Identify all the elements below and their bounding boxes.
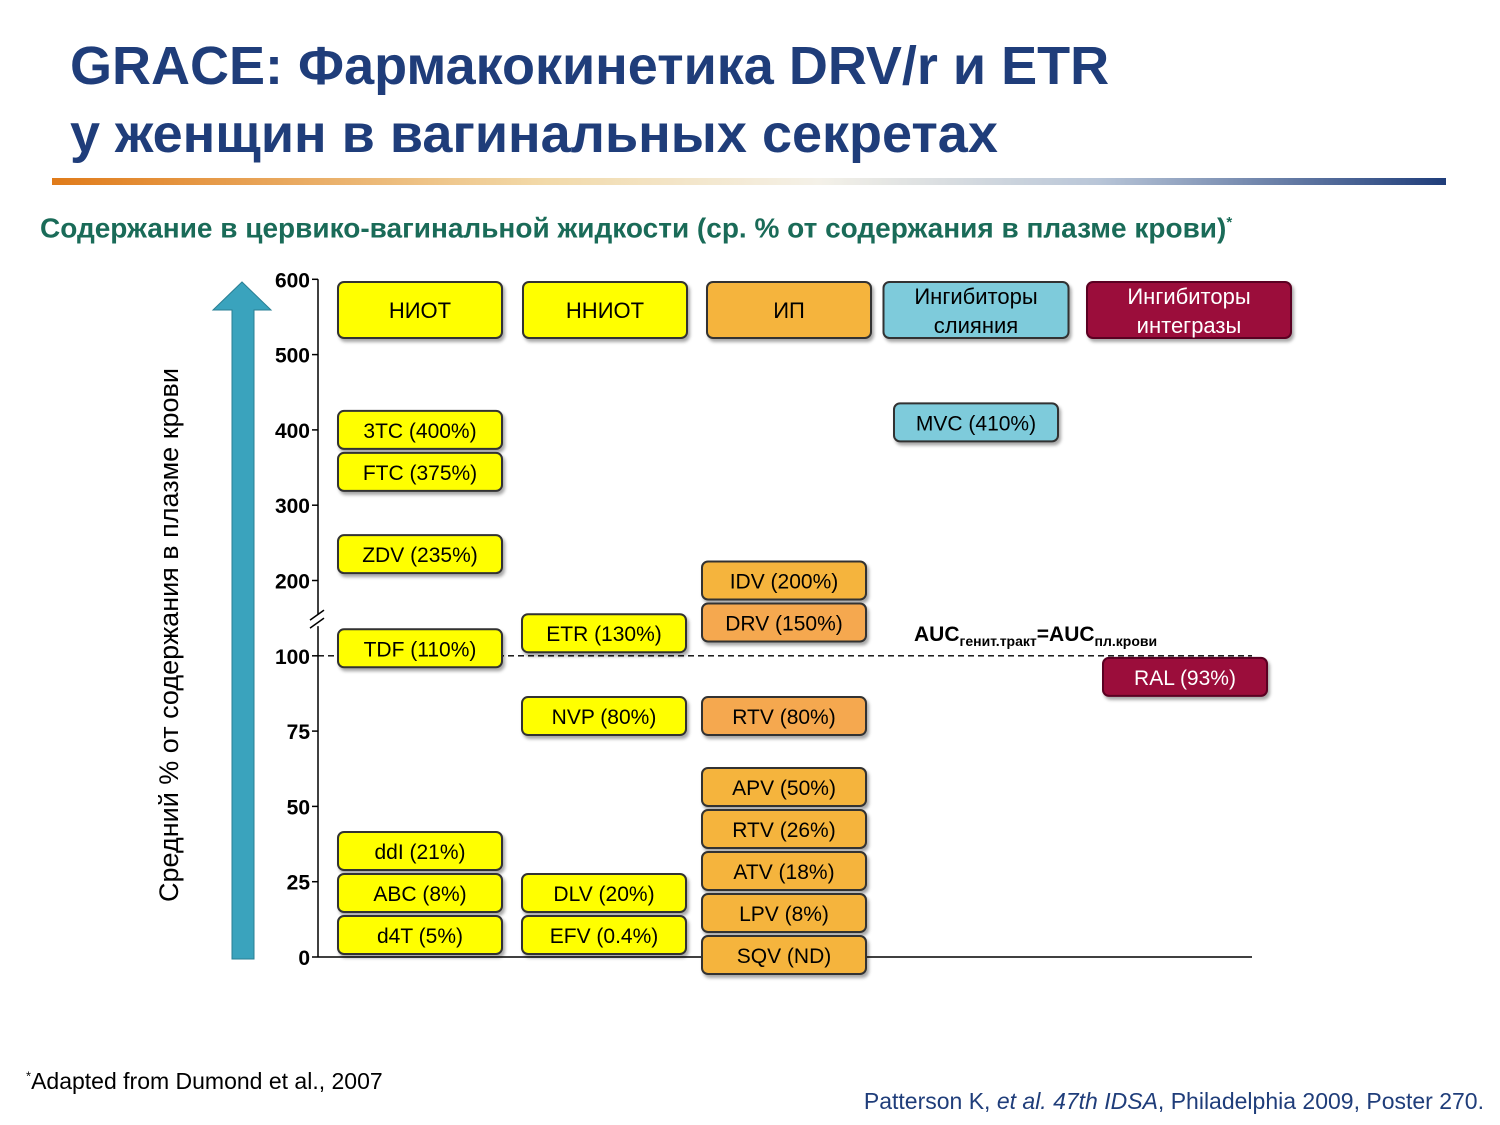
y-tick-label: 500 [275,345,310,368]
drug-box [521,915,687,955]
drug-label: FTC (375%) [363,462,477,485]
drug-label: RTV (80%) [732,706,835,729]
drug-box [337,873,503,913]
drug-label: d4T (5%) [377,925,463,948]
drug-label: 3TC (400%) [363,420,476,443]
title-line-1: GRACE: Фармакокинетика DRV/r и ETR [70,36,1110,96]
category-header-box [882,281,1070,339]
drug-label: EFV (0.4%) [550,925,659,948]
drug-label: MVC (410%) [916,412,1036,435]
category-header-label: ННИОТ [566,298,644,323]
drug-label: ddI (21%) [374,841,465,864]
category-header-box [337,281,503,339]
drug-box [521,613,687,654]
subtitle-marker: * [1226,214,1233,231]
drug-label: IDV (200%) [730,571,839,594]
category-header-box [1086,281,1292,339]
title-line-2: у женщин в вагинальных секретах [70,104,998,164]
drug-label: ABC (8%) [373,883,466,906]
y-axis-label: Средний % от содержания в плазме крови [154,368,184,902]
category-header-label: НИОТ [389,298,451,323]
up-arrow [211,281,273,960]
y-tick-label: 50 [287,796,310,819]
drug-box [701,851,867,891]
drug-box [701,602,867,643]
y-tick-label: 200 [275,571,310,594]
title-divider [52,178,1446,185]
subtitle-text: Содержание в цервико-вагинальной жидкост… [40,212,1227,244]
drug-box [337,628,503,669]
chart-subtitle: Содержание в цервико-вагинальной жидкост… [40,205,1480,246]
drug-label: ATV (18%) [733,861,834,884]
citation-part1: Patterson K, [863,1088,997,1114]
footnote-text: Adapted from Dumond et al., 2007 [31,1068,383,1094]
citation: Patterson K, et al. 47th IDSA, Philadelp… [864,1088,1484,1115]
drug-box [337,451,503,492]
axis-break-mark [309,617,325,629]
drug-label: DRV (150%) [725,613,843,636]
drug-box [1102,656,1268,697]
drug-box [701,809,867,849]
reference-line-label: AUCгенит.тракт=AUCпл.крови [914,623,1157,649]
category-header-box [706,281,872,339]
drug-label: TDF (110%) [364,638,477,661]
y-tick-label: 75 [287,721,311,744]
drug-label: DLV (20%) [553,883,654,906]
footnote: *Adapted from Dumond et al., 2007 [26,1068,383,1095]
drug-box [337,915,503,955]
y-tick-label: 25 [287,872,311,895]
drug-box [337,831,503,871]
drug-box [521,696,687,737]
drug-box [337,409,503,450]
drug-box [701,560,867,601]
category-header-box [522,281,688,339]
citation-part2: , Philadelphia 2009, Poster 270. [1157,1088,1484,1114]
drug-box [701,893,867,933]
y-tick-label: 600 [275,269,310,292]
slide-title: GRACE: Фармакокинетика DRV/r и ETR у жен… [70,32,1450,168]
category-header-label: ИП [773,298,805,323]
drug-label: RAL (93%) [1134,667,1236,690]
citation-italic: et al. 47th IDSA [996,1088,1158,1114]
drug-box [521,873,687,913]
drug-box [893,402,1059,443]
drug-box [701,935,867,975]
y-tick-label: 0 [298,947,310,970]
footnote-marker: * [26,1068,32,1084]
y-tick-label: 400 [275,420,310,443]
drug-label: LPV (8%) [739,903,829,926]
axis-break-gap [310,614,326,627]
drug-label: RTV (26%) [732,819,835,842]
axis-break-mark [309,609,325,621]
drug-label: SQV (ND) [737,945,832,968]
y-tick-label: 300 [275,495,310,518]
drug-box [701,767,867,807]
category-header-label: Ингибиторы слияния [914,284,1037,338]
drug-box [701,696,867,737]
drug-label: NVP (80%) [552,706,657,729]
drug-label: ZDV (235%) [362,544,478,567]
drug-box [337,534,503,575]
y-tick-label: 100 [275,646,310,669]
drug-label: ETR (130%) [546,623,662,646]
category-header-label: Ингибиторы интегразы [1127,284,1250,338]
drug-label: APV (50%) [732,777,836,800]
